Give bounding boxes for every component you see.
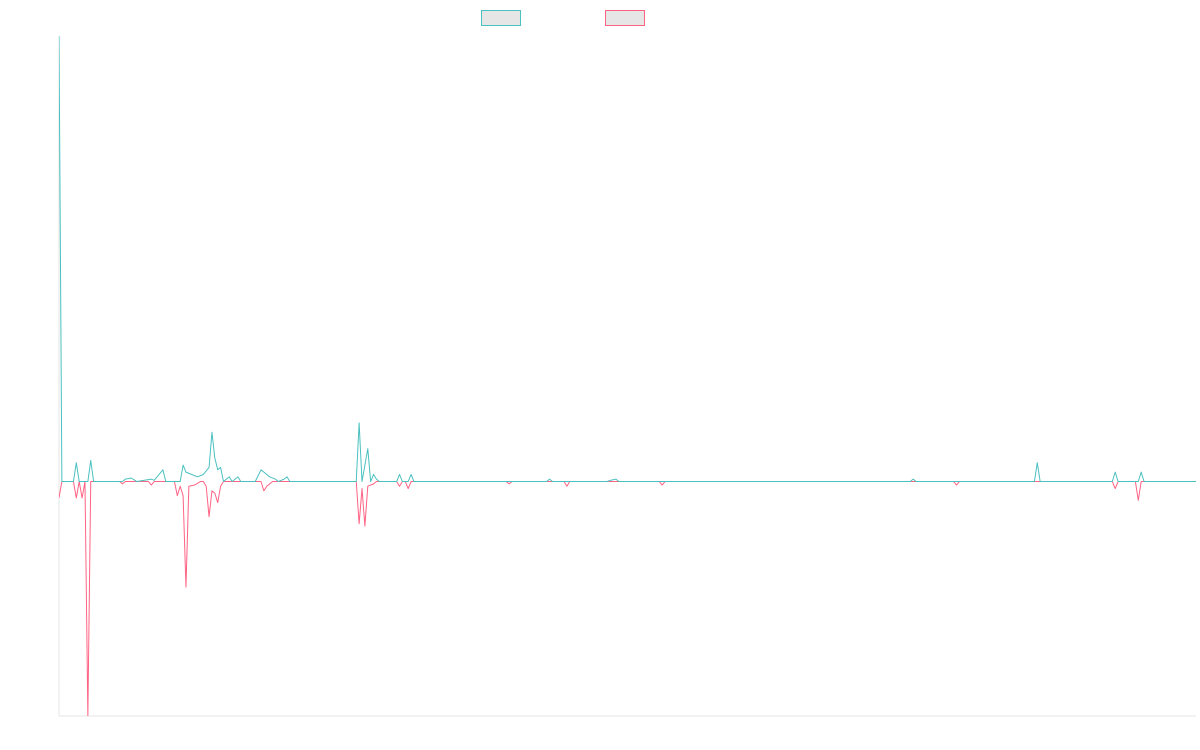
legend-swatch-series-1 bbox=[481, 10, 521, 26]
legend-item-series-2[interactable] bbox=[605, 9, 651, 27]
legend-item-series-1[interactable] bbox=[481, 9, 527, 27]
series-line-2 bbox=[59, 481, 1196, 716]
legend-swatch-series-2 bbox=[605, 10, 645, 26]
chart-legend bbox=[0, 9, 1200, 27]
series-line-1 bbox=[59, 35, 1196, 483]
